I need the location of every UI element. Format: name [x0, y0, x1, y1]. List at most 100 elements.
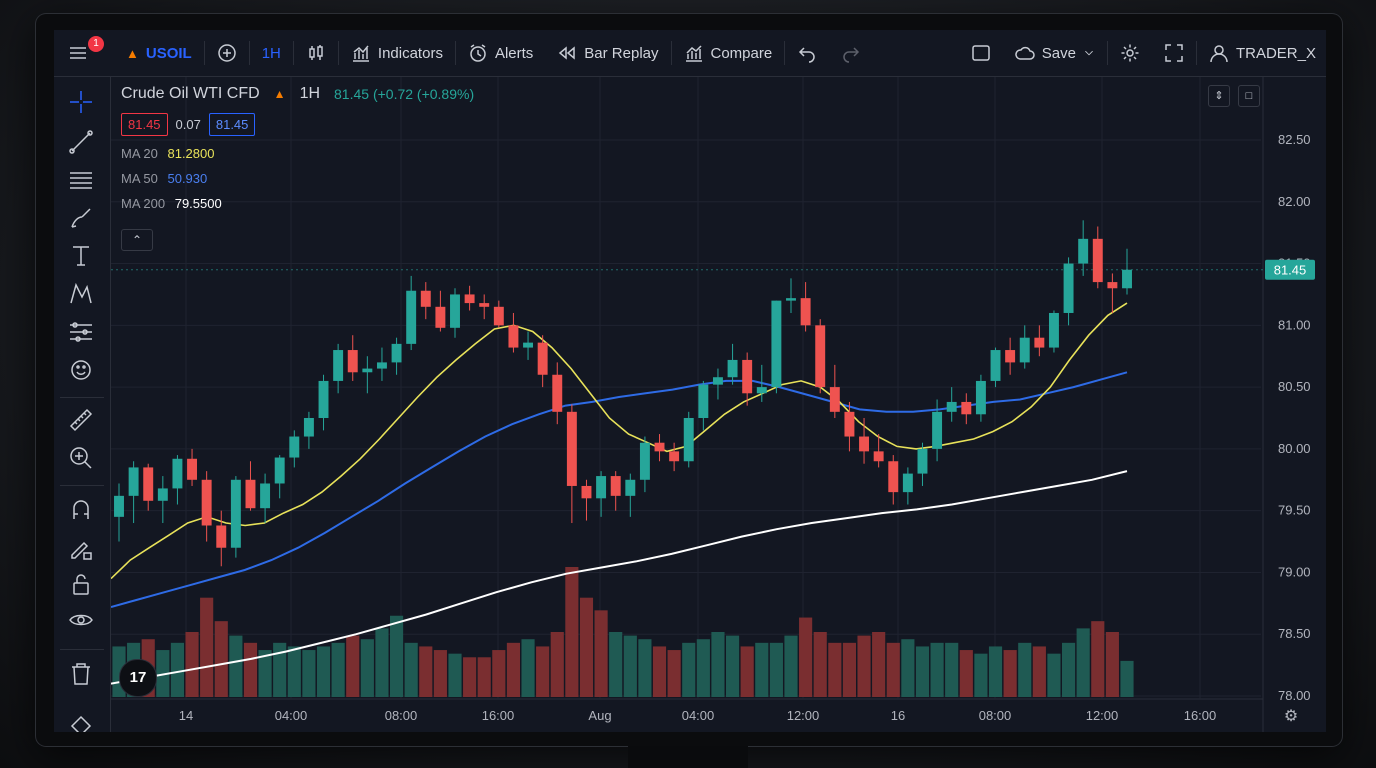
candle-up: [596, 476, 607, 499]
eye-icon: [69, 614, 93, 626]
add-symbol-button[interactable]: [205, 30, 249, 76]
ma50-legend[interactable]: MA 50 50.930: [121, 171, 474, 186]
brush-icon: [71, 208, 91, 228]
icons-tool[interactable]: [68, 357, 94, 383]
settings-button[interactable]: [1108, 30, 1152, 76]
compare-button[interactable]: Compare: [672, 30, 785, 76]
measure-tool[interactable]: [68, 407, 94, 433]
volume-bar: [521, 639, 535, 697]
text-tool[interactable]: [68, 243, 94, 269]
pattern-tool[interactable]: [68, 281, 94, 307]
volume-bar: [725, 635, 740, 697]
candle-down: [1092, 238, 1103, 283]
lock-tool[interactable]: [68, 571, 94, 597]
indicators-button[interactable]: Indicators: [339, 30, 455, 76]
crosshair-tool[interactable]: [68, 89, 94, 115]
magnet-icon: [73, 500, 89, 519]
brush-tool[interactable]: [68, 205, 94, 231]
volume-bar: [316, 646, 331, 697]
candle-down: [1107, 282, 1118, 289]
volume-bar: [258, 650, 272, 697]
toolbar-divider: [670, 41, 672, 65]
pencil-lock-icon: [71, 541, 92, 560]
candle-up: [114, 495, 124, 517]
ma200-legend[interactable]: MA 200 79.5500: [121, 196, 474, 211]
candle-up: [683, 418, 694, 462]
candle-down: [800, 298, 811, 326]
indicators-label: Indicators: [377, 44, 443, 62]
volume-bar: [769, 642, 783, 697]
remove-drawings-tool[interactable]: [68, 661, 94, 687]
volume-bar: [1091, 621, 1105, 697]
fullscreen-icon: [1165, 44, 1183, 62]
volume-bar: [477, 657, 491, 697]
time-tick-label: Aug: [588, 708, 611, 723]
candle-up: [1122, 269, 1132, 289]
lock-drawings-tool[interactable]: [68, 535, 94, 561]
candle-up: [902, 473, 913, 493]
undo-button[interactable]: [785, 30, 829, 76]
updown-icon: ⇕: [1214, 90, 1224, 102]
candle-up: [1078, 238, 1089, 264]
text-icon: [73, 246, 89, 266]
redo-button[interactable]: [829, 30, 873, 76]
time-tick-label: 08:00: [385, 708, 418, 723]
forecast-tool[interactable]: [68, 319, 94, 345]
interval-button[interactable]: 1H: [261, 44, 281, 62]
volume-bar: [1003, 650, 1017, 697]
trend-line-tool[interactable]: [68, 129, 94, 155]
volume-bar: [579, 597, 594, 697]
trash-icon: [72, 663, 90, 685]
time-tick-label: 12:00: [787, 708, 820, 723]
top-toolbar: 1 ▲ USOIL 1H Indicators Alerts Bar Repla…: [54, 30, 1326, 77]
object-tree-tool[interactable]: [68, 713, 94, 732]
chart-type-button[interactable]: [294, 30, 338, 76]
candle-up: [376, 362, 387, 369]
candle-down: [815, 325, 826, 388]
sell-price-button[interactable]: 81.45: [121, 113, 168, 136]
buy-price-button[interactable]: 81.45: [208, 113, 256, 136]
lock-icon: [73, 574, 89, 595]
save-button[interactable]: Save: [1003, 30, 1107, 76]
zoom-tool[interactable]: [68, 445, 94, 471]
tradingview-logo[interactable]: 17: [119, 659, 157, 697]
ma20-legend[interactable]: MA 20 81.2800: [121, 146, 474, 161]
candle-down: [829, 387, 840, 412]
volume-bar: [346, 635, 360, 697]
volume-bar: [331, 642, 345, 697]
volume-bar: [886, 642, 900, 697]
hide-drawings-tool[interactable]: [68, 607, 94, 633]
candle-down: [420, 290, 431, 307]
volume-bar: [1061, 642, 1076, 697]
main-menu-button[interactable]: 1: [54, 30, 104, 76]
maximize-pane-button[interactable]: □: [1238, 85, 1260, 107]
current-price-tag-label: 81.45: [1274, 263, 1307, 278]
redo-icon: [843, 47, 860, 63]
bar-replay-button[interactable]: Bar Replay: [545, 30, 670, 76]
time-tick-label: 16: [891, 708, 905, 723]
volume-bar: [857, 635, 871, 697]
chart-pane[interactable]: 82.5082.0081.5081.0080.5080.0079.5079.00…: [110, 77, 1326, 732]
volume-bar: [799, 617, 813, 697]
volume-bar: [565, 567, 579, 697]
magnet-tool[interactable]: [68, 497, 94, 523]
fib-tool[interactable]: [68, 167, 94, 193]
price-tick-label: 80.50: [1278, 379, 1311, 394]
indicators-icon: [352, 45, 369, 62]
price-tick-label: 82.50: [1278, 132, 1311, 147]
candle-up: [1063, 263, 1074, 313]
symbol-search-button[interactable]: ▲ USOIL: [100, 30, 204, 76]
volume-bar: [229, 635, 243, 697]
collapse-legend-button[interactable]: ⌃: [121, 229, 153, 251]
time-tick-label: 04:00: [682, 708, 715, 723]
candle-down: [1034, 337, 1045, 348]
fullscreen-button[interactable]: [1152, 30, 1196, 76]
layout-button[interactable]: [959, 30, 1003, 76]
scale-toggle-button[interactable]: ⇕: [1208, 85, 1230, 107]
user-menu-button[interactable]: TRADER_X: [1197, 30, 1326, 76]
candle-down: [508, 325, 519, 348]
alerts-button[interactable]: Alerts: [456, 30, 545, 76]
volume-bar: [375, 628, 389, 697]
price-chart[interactable]: 82.5082.0081.5081.0080.5080.0079.5079.00…: [110, 77, 1326, 732]
candle-down: [201, 479, 212, 526]
